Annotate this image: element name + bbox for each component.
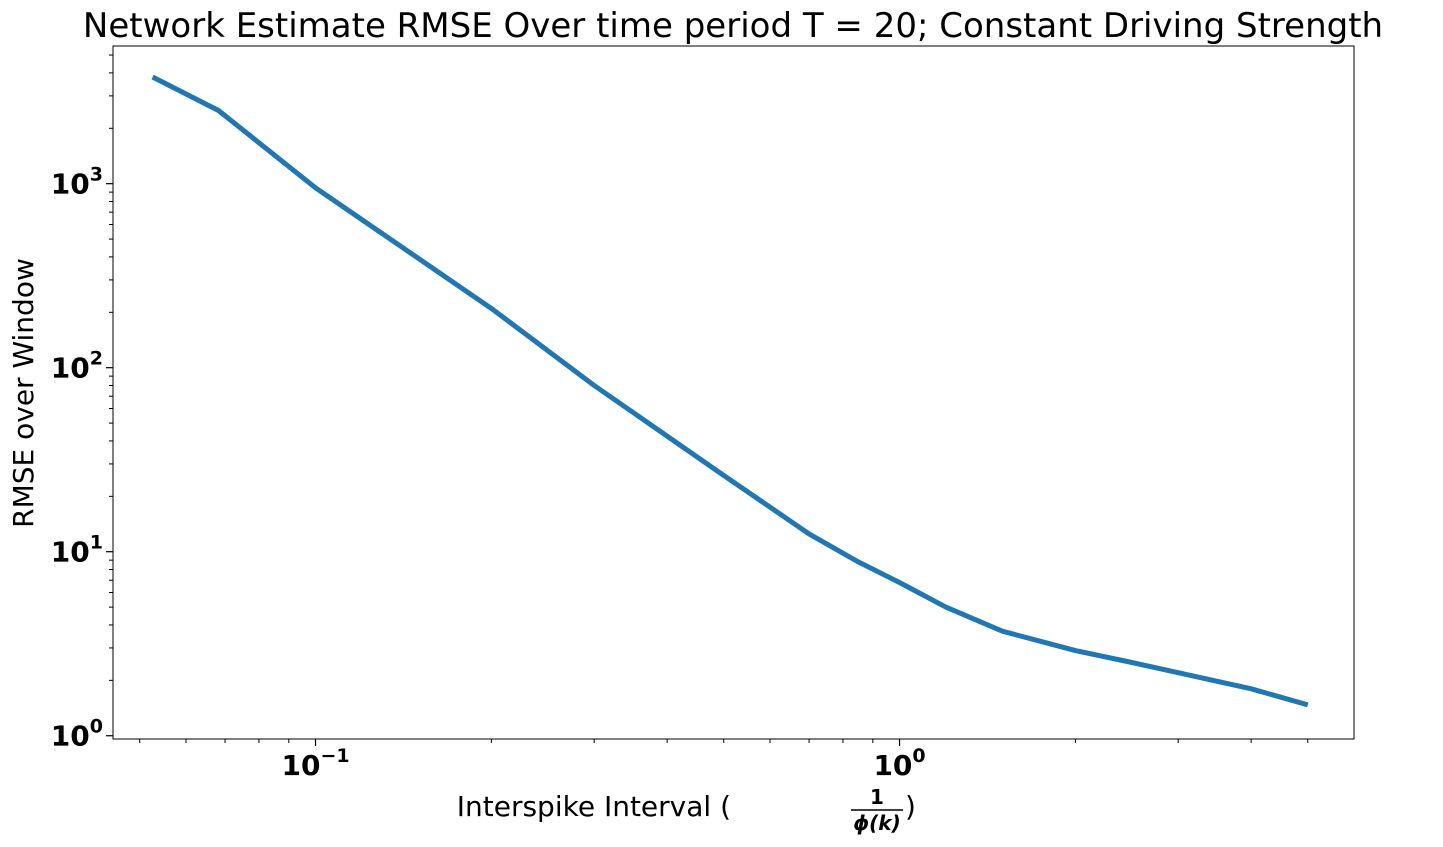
- major-ticks: 10−1 100 100 101 102 103: [51, 164, 926, 782]
- plot-area: [112, 45, 1355, 740]
- minor-ticks: [109, 54, 1309, 743]
- series-line: [151, 74, 1309, 708]
- x-axis-label-frac-num: 1: [870, 785, 884, 809]
- y-tick-label: 100: [51, 716, 103, 753]
- y-axis-label: RMSE over Window: [7, 258, 40, 528]
- x-axis-label: Interspike Interval ( 1 ϕ(k) ): [457, 785, 916, 835]
- x-axis-label-text: Interspike Interval (: [457, 790, 731, 823]
- x-axis-label-close: ): [905, 790, 916, 823]
- x-tick-label: 10−1: [281, 745, 349, 782]
- series-layer: [151, 74, 1309, 708]
- y-tick-label: 102: [51, 348, 103, 385]
- x-tick-label: 100: [873, 745, 925, 782]
- x-axis-label-frac-den: ϕ(k): [853, 811, 901, 835]
- y-tick-label: 103: [51, 164, 103, 201]
- y-tick-label: 101: [51, 532, 103, 569]
- chart-title: Network Estimate RMSE Over time period T…: [83, 6, 1383, 46]
